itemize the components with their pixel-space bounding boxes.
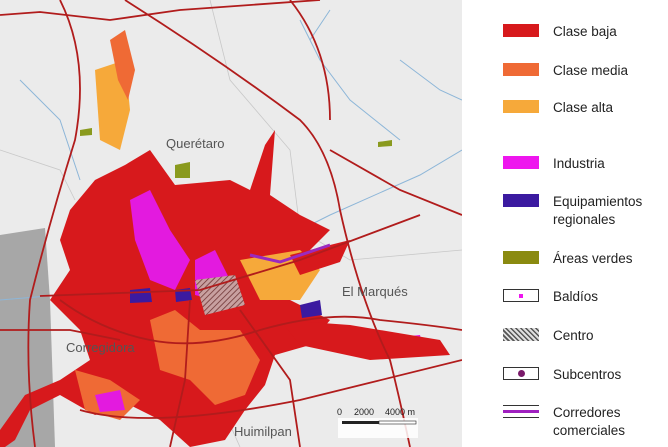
legend-label: Baldíos <box>553 289 599 304</box>
legend-item: Clase alta <box>503 99 663 117</box>
scale-bar: 0 2000 4000 m <box>337 407 418 438</box>
legend-item: Centro <box>503 327 663 345</box>
map-label: El Marqués <box>342 284 408 299</box>
legend-item: Subcentros <box>503 366 663 384</box>
legend-label: Clase alta <box>553 100 614 115</box>
commercial-corridor <box>249 243 331 264</box>
legend-label: Industria <box>553 156 605 171</box>
map-label: Querétaro <box>166 136 225 151</box>
legend-item: Baldíos <box>503 288 663 306</box>
legend-item: Áreas verdes <box>503 250 663 268</box>
legend-item: Equipamientos regionales <box>503 193 663 229</box>
legend-item: Corredores comerciales <box>503 404 663 440</box>
legend-label: Centro <box>553 328 594 343</box>
legend-label: Clase media <box>553 63 629 78</box>
legend-item: Industria <box>503 155 663 173</box>
legend-label: Subcentros <box>553 367 622 382</box>
legend-item: Clase media <box>503 62 663 80</box>
map-label: Corregidora <box>66 340 135 355</box>
legend-label: Corredores comerciales <box>553 405 626 438</box>
legend-label: Áreas verdes <box>553 251 633 266</box>
legend-label: Equipamientos regionales <box>553 194 643 227</box>
map-label: Huimilpan <box>234 424 292 439</box>
scale-label: 0 <box>337 407 342 417</box>
scale-label: 4000 m <box>385 407 415 417</box>
scale-label: 2000 <box>354 407 374 417</box>
map: Querétaro El Marqués Corregidora Huimilp… <box>0 0 462 447</box>
urban-areas <box>0 30 450 447</box>
legend-label: Clase baja <box>553 24 617 39</box>
roads <box>0 0 462 447</box>
legend-item: Clase baja <box>503 23 663 41</box>
